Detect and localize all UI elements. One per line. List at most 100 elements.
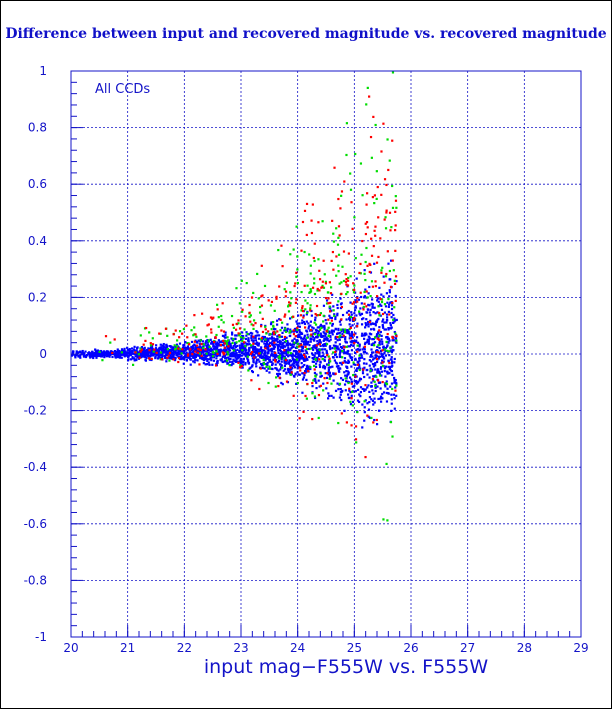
scatter-point	[378, 343, 381, 346]
scatter-point	[316, 360, 319, 363]
scatter-point	[336, 306, 339, 310]
scatter-point	[276, 335, 279, 338]
scatter-point	[328, 331, 331, 335]
scatter-point	[335, 255, 338, 258]
scatter-point	[292, 343, 296, 346]
scatter-point	[374, 324, 377, 327]
scatter-point	[163, 355, 166, 358]
scatter-point	[168, 359, 171, 362]
scatter-point	[267, 330, 270, 333]
scatter-point	[298, 330, 301, 334]
scatter-point	[145, 356, 148, 359]
scatter-point	[322, 382, 325, 385]
scatter-point	[246, 332, 249, 336]
scatter-point	[154, 347, 158, 350]
scatter-point	[371, 377, 374, 381]
scatter-point	[135, 358, 138, 362]
scatter-point	[176, 346, 179, 349]
scatter-point	[216, 341, 219, 344]
scatter-point	[386, 344, 389, 347]
scatter-point	[182, 346, 186, 349]
scatter-point	[207, 358, 211, 361]
scatter-point	[387, 297, 390, 301]
scatter-point	[151, 347, 154, 350]
scatter-point	[358, 365, 361, 368]
scatter-point	[332, 344, 336, 347]
scatter-point	[167, 353, 170, 356]
scatter-point	[326, 381, 329, 385]
scatter-point	[322, 334, 325, 338]
scatter-point	[340, 292, 343, 295]
scatter-point	[226, 351, 229, 354]
scatter-point	[225, 359, 229, 362]
scatter-point	[337, 367, 340, 370]
x-tick-label: 29	[573, 641, 588, 655]
scatter-point	[316, 343, 319, 346]
scatter-point	[268, 365, 271, 368]
scatter-point	[250, 365, 254, 368]
scatter-point	[343, 383, 347, 386]
scatter-point	[301, 345, 305, 348]
scatter-point	[212, 345, 215, 348]
scatter-point	[329, 292, 333, 295]
scatter-point	[98, 353, 101, 356]
scatter-point	[338, 396, 341, 399]
scatter-point	[248, 353, 251, 357]
scatter-point	[302, 338, 305, 341]
scatter-point	[376, 319, 379, 322]
scatter-point	[376, 337, 379, 340]
scatter-point	[267, 299, 270, 302]
scatter-point	[391, 184, 394, 188]
scatter-point	[259, 325, 263, 328]
scatter-point	[207, 323, 210, 326]
scatter-point	[329, 366, 332, 369]
scatter-point	[383, 352, 386, 355]
scatter-point	[393, 357, 396, 361]
scatter-point	[204, 355, 207, 358]
scatter-point	[365, 318, 368, 321]
scatter-point	[368, 364, 371, 367]
scatter-point	[388, 211, 392, 214]
scatter-point	[259, 348, 263, 351]
x-tick-label: 23	[233, 641, 248, 655]
scatter-point	[374, 225, 377, 228]
scatter-point	[295, 330, 298, 334]
scatter-point	[336, 339, 339, 342]
scatter-point	[220, 340, 223, 343]
scatter-point	[388, 295, 391, 298]
scatter-point	[312, 360, 315, 364]
scatter-point	[330, 286, 333, 289]
scatter-point	[250, 339, 253, 342]
scatter-point	[313, 395, 317, 398]
scatter-point	[304, 341, 308, 344]
scatter-point	[256, 344, 259, 347]
scatter-point	[337, 369, 340, 372]
scatter-point	[369, 308, 372, 311]
scatter-point	[272, 343, 275, 346]
scatter-point	[295, 298, 298, 301]
scatter-point	[265, 354, 268, 357]
scatter-point	[381, 342, 384, 346]
scatter-point	[374, 354, 377, 357]
scatter-point	[326, 354, 329, 357]
scatter-point	[196, 341, 199, 344]
scatter-point	[373, 344, 376, 347]
scatter-point	[303, 334, 306, 337]
scatter-point	[343, 409, 346, 412]
scatter-point	[346, 352, 349, 355]
scatter-point	[301, 350, 304, 353]
scatter-point	[356, 296, 359, 300]
scatter-point	[312, 327, 315, 330]
scatter-point	[206, 343, 209, 346]
scatter-point	[266, 351, 269, 354]
scatter-point	[348, 396, 351, 400]
scatter-point	[302, 353, 306, 357]
scatter-point	[387, 337, 391, 340]
scatter-point	[343, 357, 347, 360]
scatter-point	[268, 371, 271, 374]
scatter-point	[389, 327, 392, 330]
scatter-point	[215, 357, 218, 360]
scatter-point	[216, 342, 219, 346]
scatter-point	[311, 346, 314, 350]
scatter-point	[351, 339, 354, 343]
